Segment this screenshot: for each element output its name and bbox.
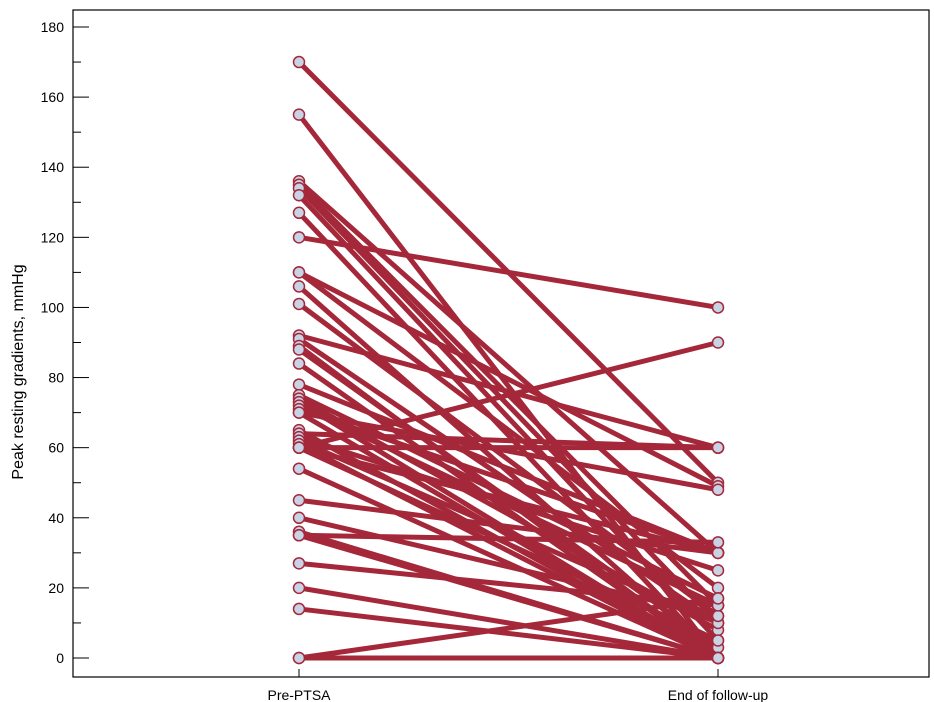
data-point: [292, 280, 306, 293]
data-point: [711, 581, 725, 595]
patient-line: [296, 178, 721, 556]
data-point: [711, 536, 725, 549]
patient-line: [296, 497, 721, 556]
patient-line: [296, 332, 721, 451]
y-tick-label: 20: [48, 580, 64, 596]
data-point: [292, 494, 306, 507]
patient-line: [296, 410, 721, 661]
data-point: [292, 462, 306, 475]
patient-line: [296, 445, 721, 556]
data-point: [711, 301, 725, 314]
data-point: [292, 266, 306, 279]
patient-line: [296, 585, 721, 661]
y-tick-label: 40: [48, 510, 64, 526]
patient-line: [296, 210, 721, 661]
data-point: [292, 511, 306, 525]
y-tick-label: 80: [48, 370, 64, 386]
data-point: [711, 634, 725, 647]
data-point: [711, 546, 725, 560]
y-axis-label: Peak resting gradients, mmHg: [10, 264, 27, 479]
patient-line: [296, 466, 721, 661]
data-point: [711, 336, 725, 349]
patient-line: [296, 532, 721, 661]
y-tick-label: 60: [48, 440, 64, 456]
y-tick-label: 120: [41, 229, 65, 245]
data-point: [292, 557, 306, 570]
patient-line: [296, 406, 721, 556]
patient-line: [296, 606, 721, 661]
data-point: [711, 609, 725, 623]
data-point: [292, 406, 306, 419]
data-point: [711, 483, 725, 496]
patient-line: [296, 560, 721, 608]
data-point: [292, 55, 306, 69]
data-point: [292, 651, 306, 665]
x-tick-label-end: End of follow-up: [668, 687, 769, 702]
data-point: [711, 441, 725, 454]
data-point: [292, 343, 306, 356]
patient-line: [296, 438, 721, 626]
patient-line: [296, 410, 721, 493]
data-point: [292, 108, 306, 121]
y-tick-label: 180: [41, 19, 65, 35]
data-point: [711, 592, 725, 605]
data-point: [292, 357, 306, 370]
data-point: [292, 441, 306, 454]
patient-line: [296, 434, 721, 573]
data-point: [292, 189, 306, 202]
y-tick-label: 100: [41, 299, 65, 315]
data-point: [292, 581, 306, 595]
data-point: [292, 297, 306, 311]
plot-frame: [72, 9, 930, 678]
data-point: [292, 206, 306, 220]
data-point: [711, 651, 725, 665]
patient-line: [296, 269, 721, 489]
patient-line: [296, 340, 721, 451]
patient-line: [296, 532, 721, 545]
y-tick-label: 140: [41, 159, 65, 175]
patient-line: [296, 382, 721, 556]
y-tick-label: 160: [41, 89, 65, 105]
x-tick-label-pre: Pre-PTSA: [267, 687, 331, 702]
data-point: [711, 564, 725, 577]
patient-line: [296, 234, 721, 310]
data-point: [292, 529, 306, 542]
data-point: [292, 602, 306, 616]
data-point: [292, 231, 306, 244]
data-point: [292, 378, 306, 391]
y-tick-label: 0: [56, 650, 64, 666]
patient-line: [296, 595, 721, 661]
